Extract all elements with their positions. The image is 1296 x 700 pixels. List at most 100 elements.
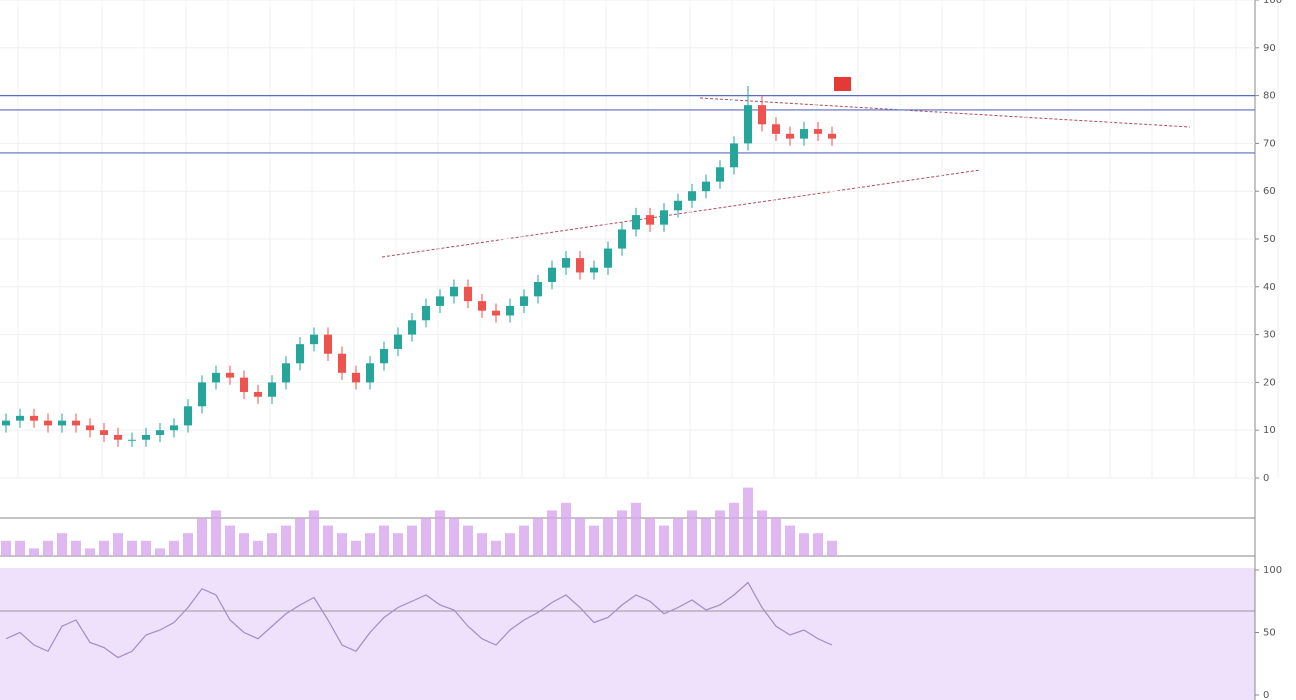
candle-body [772, 124, 780, 134]
candle-body [562, 258, 570, 268]
volume-bar [463, 525, 473, 556]
volume-bar [547, 510, 557, 556]
candle-body [324, 334, 332, 354]
y-tick-label: 100 [1263, 565, 1282, 576]
candle-body [380, 348, 388, 364]
oscillator-panel [0, 568, 1255, 700]
candle-body [730, 143, 738, 168]
volume-bar [435, 510, 445, 556]
volume-bar [617, 510, 627, 556]
candle-body [212, 372, 220, 383]
candle-body [660, 210, 668, 225]
volume-bar [239, 533, 249, 556]
candle-body [450, 286, 458, 297]
y-tick-label: 50 [1263, 628, 1276, 639]
volume-bar [715, 510, 725, 556]
volume-bar [533, 518, 543, 556]
oscillator-line [5, 581, 833, 659]
candle-body [156, 430, 164, 435]
candle-body [548, 267, 556, 283]
volume-bar [575, 518, 585, 556]
volume-bar [827, 540, 837, 556]
trend-line [381, 169, 981, 258]
candle-body [296, 344, 304, 364]
candle-body [506, 305, 514, 316]
volume-bar [491, 540, 501, 556]
y-tick-label: 100 [1263, 0, 1282, 6]
volume-bar [169, 540, 179, 556]
candle-body [436, 296, 444, 306]
volume-bar [743, 487, 753, 556]
candle-body [520, 296, 528, 306]
y-tick-label: 90 [1263, 43, 1276, 54]
candle-body [184, 406, 192, 426]
y-tick-label: 50 [1263, 234, 1276, 245]
volume-bar [449, 518, 459, 556]
candle-body [716, 167, 724, 182]
volume-bar [323, 525, 333, 556]
candle-body [590, 267, 598, 273]
volume-bar [393, 533, 403, 556]
candle-body [282, 363, 290, 383]
volume-bar [29, 548, 39, 556]
candle-body [72, 420, 80, 426]
y-tick-label: 0 [1263, 690, 1269, 700]
volume-bar [589, 525, 599, 556]
y-tick-label: 20 [1263, 377, 1276, 388]
candle-body [170, 425, 178, 431]
volume-bar [701, 518, 711, 556]
volume-bar [673, 518, 683, 556]
volume-bar [225, 525, 235, 556]
candle-body [646, 215, 654, 225]
candle-body [366, 363, 374, 383]
candle-body [128, 439, 136, 441]
candle-body [226, 372, 234, 378]
candle-body [30, 415, 38, 421]
marker-badge [834, 77, 851, 91]
volume-bar [71, 540, 81, 556]
volume-bar [421, 518, 431, 556]
volume-bar [603, 518, 613, 556]
volume-bar [659, 525, 669, 556]
candle-body [618, 229, 626, 249]
volume-bar [43, 540, 53, 556]
volume-bar [253, 540, 263, 556]
y-tick-label: 80 [1263, 91, 1276, 102]
candle-body [16, 415, 24, 421]
candle-body [800, 129, 808, 139]
candle-body [534, 282, 542, 297]
y-tick-label: 70 [1263, 138, 1276, 149]
volume-bar [337, 533, 347, 556]
volume-bar [309, 510, 319, 556]
volume-bar [15, 540, 25, 556]
volume-bar [183, 533, 193, 556]
candle-body [142, 434, 150, 440]
volume-bar [687, 510, 697, 556]
candle-body [2, 420, 10, 426]
volume-bar [505, 533, 515, 556]
volume-bar [631, 502, 641, 556]
volume-bar [729, 502, 739, 556]
y-tick-label: 30 [1263, 330, 1276, 341]
volume-bar [99, 540, 109, 556]
candle-body [114, 434, 122, 440]
volume-bar [127, 540, 137, 556]
candle-body [464, 286, 472, 302]
candle-body [44, 420, 52, 426]
candle-body [86, 425, 94, 431]
candle-body [702, 181, 710, 192]
candle-body [310, 334, 318, 345]
candle-body [604, 248, 612, 268]
candle-body [198, 382, 206, 407]
volume-bar [771, 518, 781, 556]
volume-bar [295, 518, 305, 556]
volume-bar [785, 525, 795, 556]
candle-body [422, 305, 430, 321]
volume-bar [1, 540, 11, 556]
candle-body [338, 353, 346, 373]
volume-bar [351, 540, 361, 556]
volume-bar [561, 502, 571, 556]
